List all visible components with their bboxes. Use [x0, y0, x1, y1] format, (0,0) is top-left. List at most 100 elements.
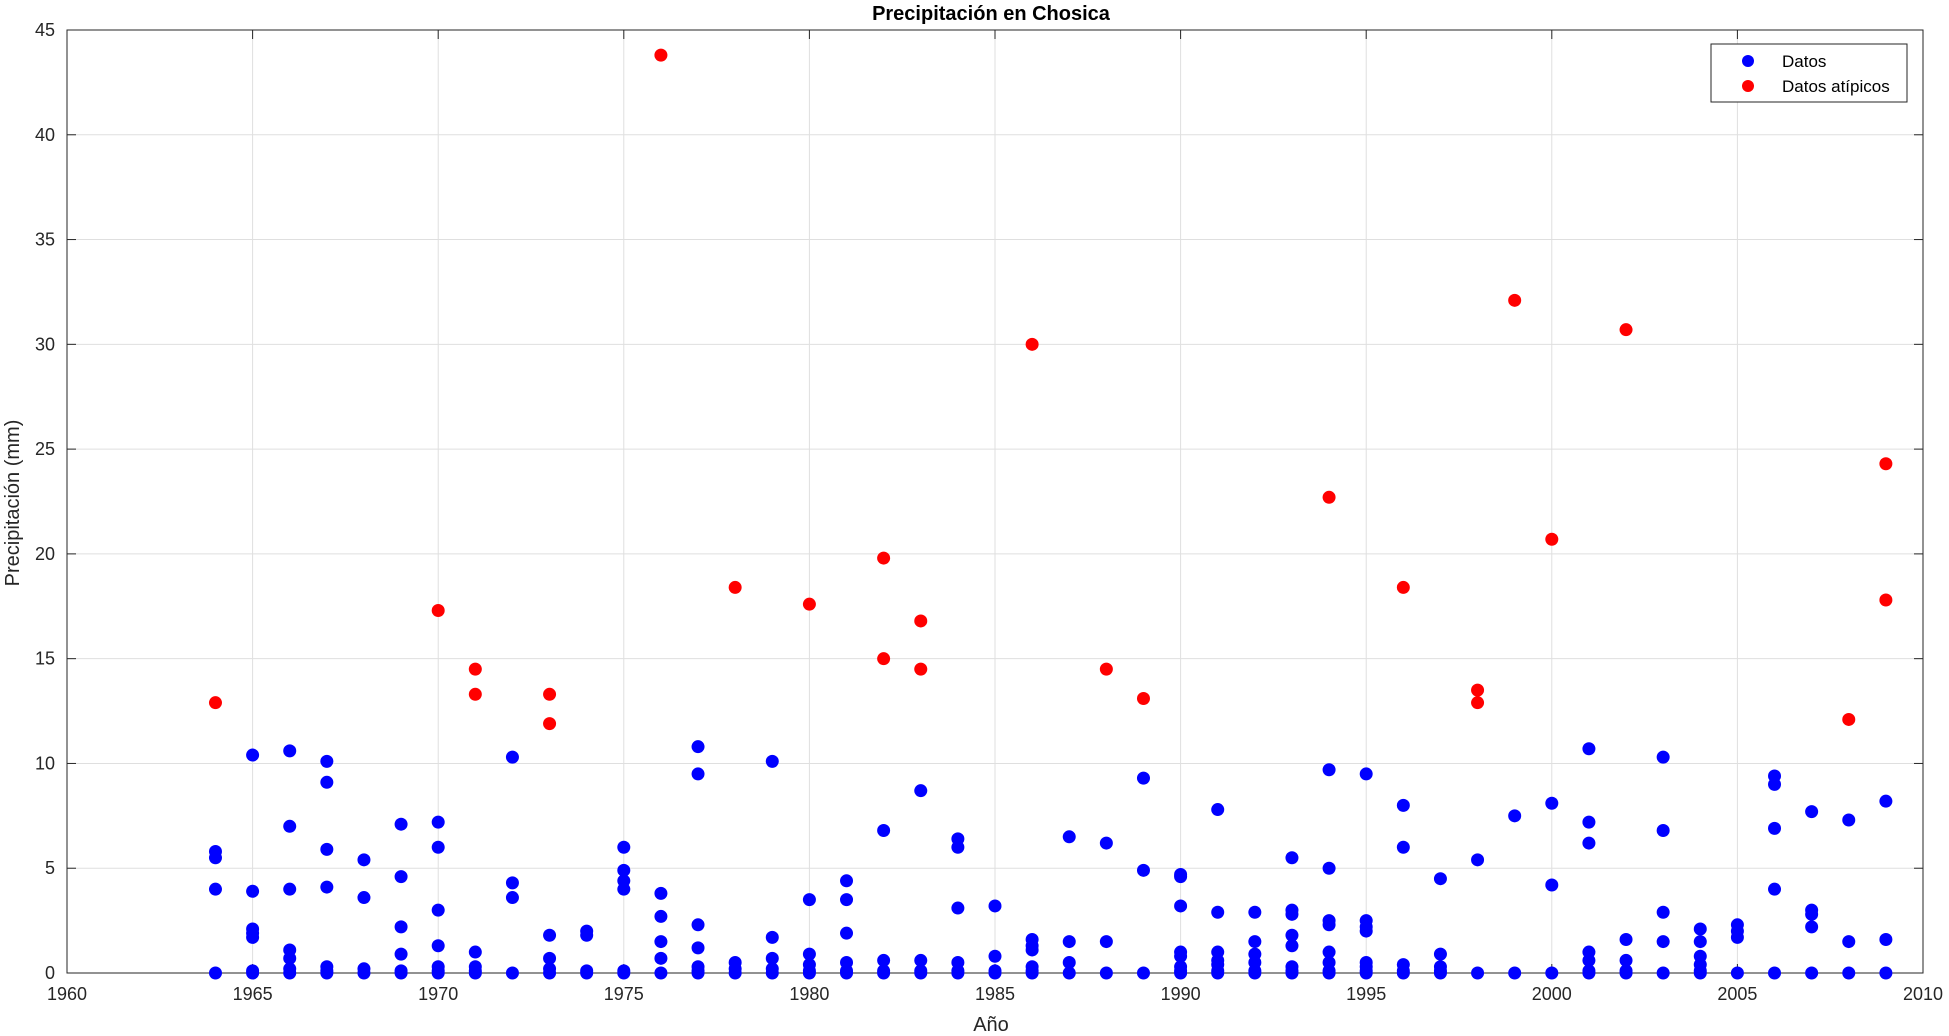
data-point — [765, 951, 779, 965]
data-point — [1768, 882, 1782, 896]
outlier-point — [1619, 323, 1633, 337]
data-point — [431, 960, 445, 974]
data-point — [691, 941, 705, 955]
data-point — [580, 964, 594, 978]
x-tick-label: 1960 — [47, 984, 87, 1004]
data-point — [617, 840, 631, 854]
outlier-point — [914, 662, 928, 676]
data-point — [1285, 939, 1299, 953]
data-point — [914, 964, 928, 978]
data-point — [208, 882, 222, 896]
x-tick-label: 1970 — [418, 984, 458, 1004]
y-tick-label: 15 — [35, 649, 55, 669]
data-point — [1248, 947, 1262, 961]
data-point — [1136, 771, 1150, 785]
series-datos — [208, 740, 1893, 980]
legend-label-datos: Datos — [1782, 52, 1826, 71]
data-point — [1879, 794, 1893, 808]
data-point — [1136, 863, 1150, 877]
data-point — [617, 964, 631, 978]
outlier-point — [654, 48, 668, 62]
y-tick-label: 20 — [35, 544, 55, 564]
data-point — [505, 891, 519, 905]
data-point — [1471, 853, 1485, 867]
data-point — [283, 744, 297, 758]
data-point — [1396, 840, 1410, 854]
data-point — [320, 842, 334, 856]
data-point — [283, 962, 297, 976]
data-point — [691, 740, 705, 754]
series-datos-atipicos — [208, 48, 1893, 731]
data-point — [1693, 935, 1707, 949]
outlier-point — [431, 603, 445, 617]
data-point — [1545, 966, 1559, 980]
data-point — [1062, 966, 1076, 980]
legend-box — [1710, 43, 1908, 103]
outlier-point — [1025, 337, 1039, 351]
data-point — [1582, 964, 1596, 978]
data-point — [617, 863, 631, 877]
data-point — [840, 956, 854, 970]
data-point — [1062, 935, 1076, 949]
data-point — [1582, 945, 1596, 959]
data-point — [431, 815, 445, 829]
data-point — [394, 870, 408, 884]
data-point — [988, 899, 1002, 913]
data-point — [654, 909, 668, 923]
data-point — [246, 922, 260, 936]
x-tick-label: 2000 — [1532, 984, 1572, 1004]
data-point — [1805, 805, 1819, 819]
data-point — [1879, 932, 1893, 946]
data-point — [1285, 903, 1299, 917]
outlier-point — [877, 551, 891, 565]
y-axis-label: Precipitación (mm) — [2, 420, 24, 587]
legend: Datos Datos atípicos — [1710, 43, 1908, 103]
data-point — [1322, 861, 1336, 875]
data-point — [691, 960, 705, 974]
outlier-point — [1879, 593, 1893, 607]
data-point — [1248, 935, 1262, 949]
data-points — [208, 48, 1893, 980]
data-point — [988, 949, 1002, 963]
data-point — [1099, 966, 1113, 980]
outlier-point — [914, 614, 928, 628]
data-point — [840, 893, 854, 907]
data-point — [1582, 836, 1596, 850]
legend-marker-datos-atipicos — [1742, 80, 1754, 92]
data-point — [1471, 966, 1485, 980]
data-point — [1619, 932, 1633, 946]
data-point — [654, 966, 668, 980]
data-point — [1842, 813, 1856, 827]
data-point — [1211, 803, 1225, 817]
x-tick-label: 1975 — [604, 984, 644, 1004]
data-point — [1174, 868, 1188, 882]
data-point — [1656, 824, 1670, 838]
data-point — [543, 951, 557, 965]
y-tick-label: 45 — [35, 20, 55, 40]
x-tick-label: 1990 — [1161, 984, 1201, 1004]
data-point — [1768, 966, 1782, 980]
x-axis-label: Año — [973, 1014, 1009, 1036]
data-point — [1396, 958, 1410, 972]
data-point — [1656, 966, 1670, 980]
data-point — [1656, 905, 1670, 919]
data-point — [505, 876, 519, 890]
chart-title: Precipitación en Chosica — [872, 3, 1111, 25]
data-point — [1768, 769, 1782, 783]
data-point — [1248, 905, 1262, 919]
outlier-point — [468, 662, 482, 676]
data-point — [1768, 821, 1782, 835]
outlier-point — [543, 687, 557, 701]
y-tick-label: 25 — [35, 439, 55, 459]
data-point — [1174, 899, 1188, 913]
data-point — [1322, 763, 1336, 777]
data-point — [1322, 945, 1336, 959]
y-tick-label: 5 — [45, 858, 55, 878]
data-point — [1285, 960, 1299, 974]
data-point — [1656, 750, 1670, 764]
data-point — [1136, 966, 1150, 980]
data-point — [765, 962, 779, 976]
data-point — [1062, 956, 1076, 970]
data-point — [1396, 798, 1410, 812]
data-point — [1174, 960, 1188, 974]
